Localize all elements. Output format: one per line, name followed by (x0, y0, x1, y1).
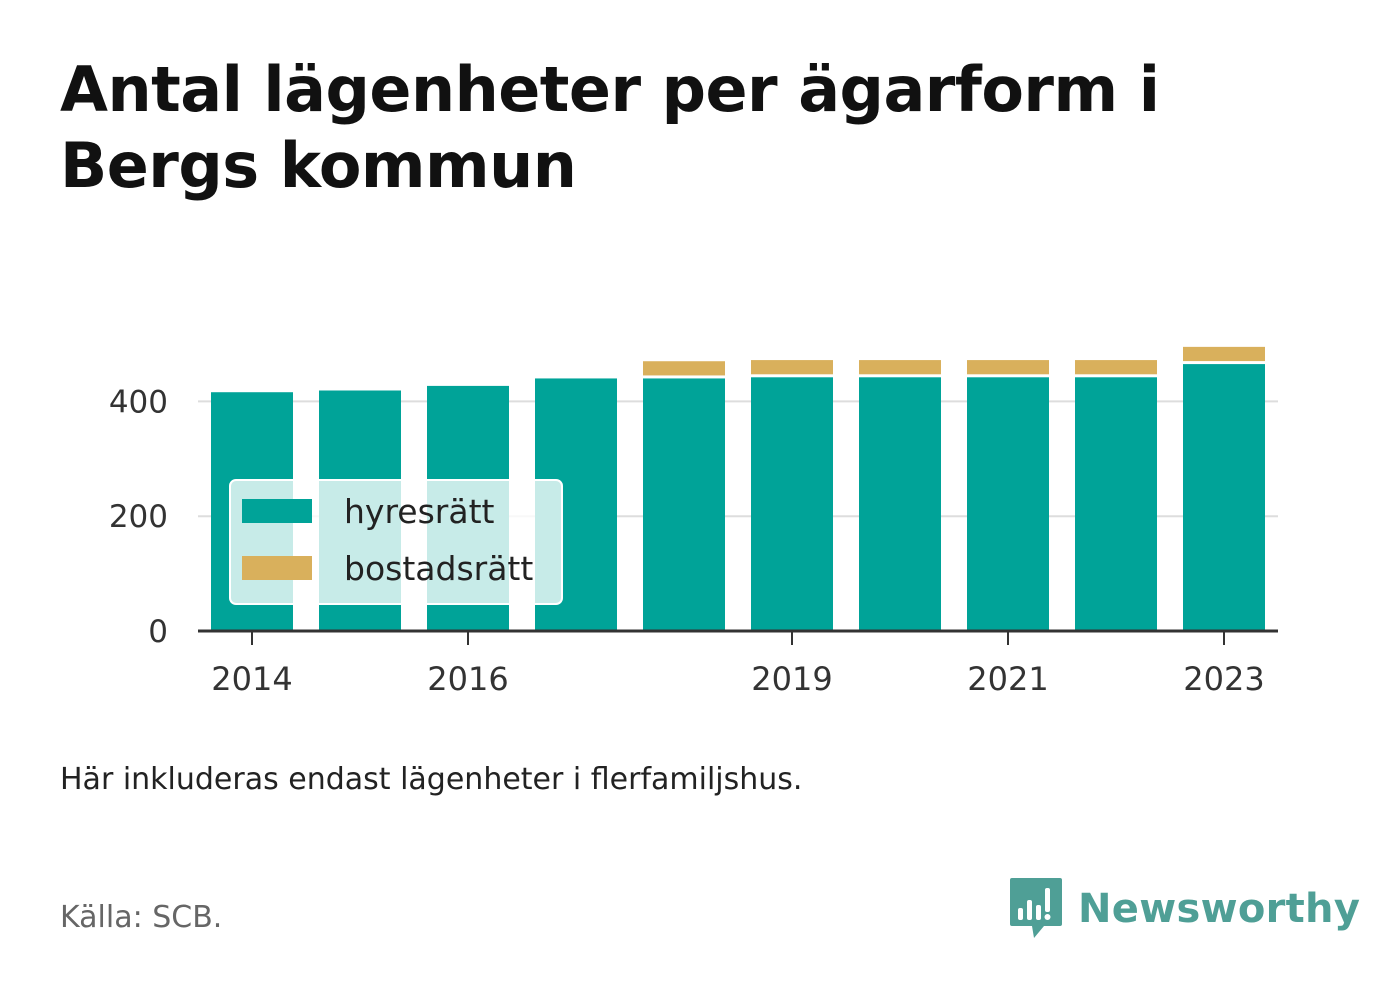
newsworthy-logo-icon (1010, 878, 1062, 938)
chart-note: Här inkluderas endast lägenheter i flerf… (60, 762, 803, 797)
x-tick-label: 2016 (427, 660, 508, 698)
bar-hyresratt (1075, 377, 1157, 631)
legend-box (229, 479, 563, 605)
bar-chart: 0 200 400 2014 2016 2019 2021 2023 hyresrätt bos… (109, 346, 1278, 698)
y-tick-label: 200 (109, 499, 168, 535)
x-tick-label: 2014 (211, 660, 292, 698)
bar-bostadsratt (1075, 360, 1157, 375)
bar-bostadsratt (751, 360, 833, 375)
legend: hyresrätt bostadsrätt (229, 479, 563, 605)
bar-hyresratt (967, 377, 1049, 631)
chart-title: Antal lägenheter per ägarform i Bergs ko… (60, 53, 1160, 202)
legend-swatch-hyresratt (242, 499, 312, 523)
y-tick-label: 400 (109, 384, 168, 420)
legend-label-hyresratt: hyresrätt (344, 492, 495, 531)
bar-bostadsratt (967, 360, 1049, 375)
bar-hyresratt (751, 377, 833, 631)
bar-hyresratt (859, 377, 941, 631)
bar-hyresratt (643, 378, 725, 631)
x-tick-label: 2023 (1183, 660, 1264, 698)
x-tick-label: 2019 (751, 660, 832, 698)
bar-bostadsratt (859, 360, 941, 375)
legend-swatch-bostadsratt (242, 556, 312, 580)
x-tick-label: 2021 (967, 660, 1048, 698)
axes: 0 200 400 2014 2016 2019 2021 2023 (109, 384, 1278, 698)
legend-label-bostadsratt: bostadsrätt (344, 549, 533, 588)
brand-name: Newsworthy (1078, 886, 1361, 932)
bar-hyresratt (1183, 364, 1265, 631)
bar-bostadsratt (643, 361, 725, 376)
y-tick-label: 0 (148, 614, 168, 650)
bar-bostadsratt (1183, 346, 1265, 362)
source-note: Källa: SCB. (60, 900, 223, 935)
brand-logo: Newsworthy (1010, 878, 1360, 940)
